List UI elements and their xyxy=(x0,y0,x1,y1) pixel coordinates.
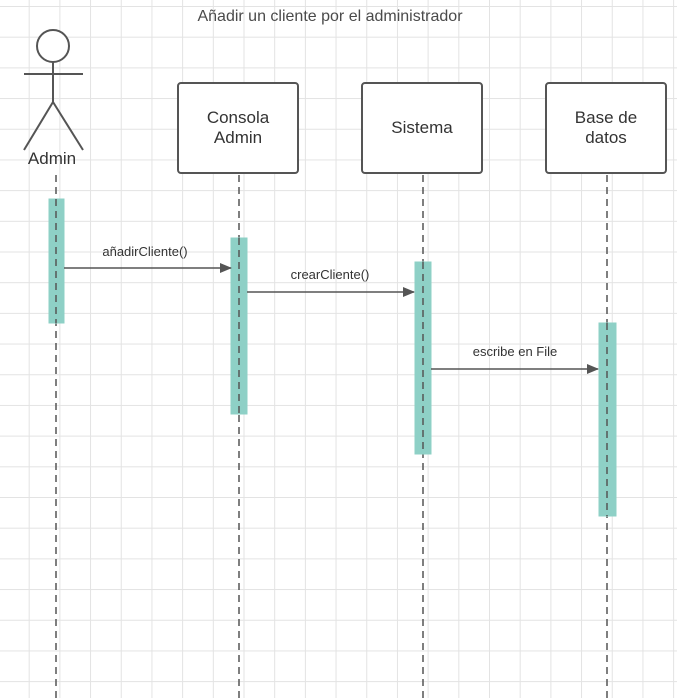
message-label-escribe-file: escribe en File xyxy=(430,344,600,359)
participant-sistema: Sistema xyxy=(361,82,483,174)
participant-consola-admin: Consola Admin xyxy=(177,82,299,174)
message-label-crear-cliente: crearCliente() xyxy=(245,267,415,282)
participant-base-de-datos: Base de datos xyxy=(545,82,667,174)
message-label-anadir-cliente: añadirCliente() xyxy=(60,244,230,259)
actor-label-admin: Admin xyxy=(12,149,92,169)
stick-figure-icon xyxy=(24,30,83,150)
